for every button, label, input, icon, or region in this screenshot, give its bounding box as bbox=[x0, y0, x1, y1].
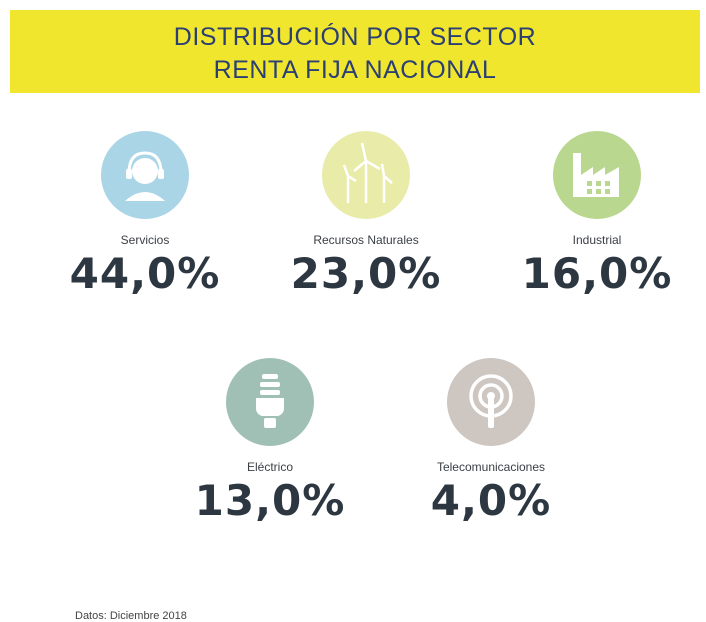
sector-label: Eléctrico bbox=[246, 460, 293, 474]
sector-label: Telecomunicaciones bbox=[436, 460, 546, 474]
sector-value: 44,0% bbox=[69, 249, 221, 298]
sector-value: 4,0% bbox=[430, 476, 552, 525]
icon bbox=[226, 358, 314, 446]
sector-value: 16,0% bbox=[521, 249, 673, 298]
sector-label: Recursos Naturales bbox=[313, 233, 419, 247]
sector-item: Telecomunicaciones 4,0% bbox=[381, 358, 601, 525]
icon bbox=[101, 131, 189, 219]
sector-value: 13,0% bbox=[194, 476, 346, 525]
title: RENTA FIJA NACIONAL bbox=[213, 56, 497, 84]
title: DISTRIBUCIÓN POR SECTOR bbox=[173, 23, 537, 51]
sector-label: Servicios bbox=[120, 233, 170, 247]
sector-item: Eléctrico 13,0% bbox=[160, 358, 380, 525]
sector-label: Industrial bbox=[572, 233, 622, 247]
sector-item: Recursos Naturales 23,0% bbox=[256, 131, 476, 298]
footer: Datos: Diciembre 2018 bbox=[75, 610, 187, 622]
icon bbox=[553, 131, 641, 219]
sector-value: 23,0% bbox=[290, 249, 442, 298]
sector-item: Servicios 44,0% bbox=[35, 131, 255, 298]
icon bbox=[447, 358, 535, 446]
banner: DISTRIBUCIÓN POR SECTOR RENTA FIJA NACIO… bbox=[10, 10, 700, 93]
icon bbox=[322, 131, 410, 219]
sector-item: Industrial 16,0% bbox=[487, 131, 706, 298]
